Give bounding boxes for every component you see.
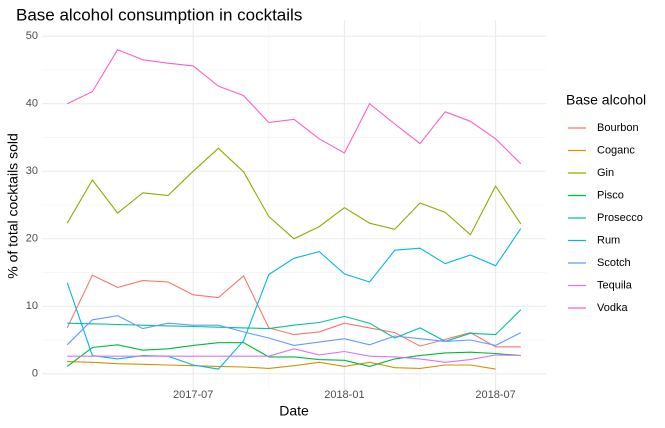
y-tick-label: 20	[26, 233, 38, 245]
legend-label: Coganc	[597, 144, 635, 156]
legend-label: Vodka	[597, 302, 628, 314]
x-axis-label: Date	[279, 403, 309, 419]
y-tick-label: 40	[26, 98, 38, 110]
y-tick-label: 10	[26, 300, 38, 312]
series-line	[67, 361, 496, 370]
legend-label: Scotch	[597, 257, 631, 269]
legend-label: Rum	[597, 234, 620, 246]
x-tick-label: 2018-07	[475, 389, 515, 401]
legend-label: Tequila	[597, 279, 633, 291]
chart-title: Base alcohol consumption in cocktails	[16, 5, 302, 24]
y-tick-label: 30	[26, 165, 38, 177]
legend-label: Pisco	[597, 189, 624, 201]
series-line	[66, 315, 522, 346]
legend-label: Prosecco	[597, 212, 643, 224]
series-line	[66, 274, 521, 348]
series-line	[66, 228, 522, 370]
series-line	[67, 309, 522, 342]
y-tick-label: 50	[26, 30, 38, 42]
legend-label: Bourbon	[597, 122, 639, 134]
y-tick-label: 0	[32, 368, 38, 380]
series-line	[67, 348, 521, 363]
x-tick-label: 2017-07	[173, 389, 213, 401]
legend-label: Gin	[597, 167, 614, 179]
series-line	[66, 147, 522, 240]
y-axis-label: % of total cocktails sold	[5, 133, 21, 279]
x-tick-label: 2018-01	[324, 389, 364, 401]
series-line	[66, 49, 522, 165]
legend-title: Base alcohol	[566, 92, 646, 108]
series-line	[66, 342, 521, 367]
